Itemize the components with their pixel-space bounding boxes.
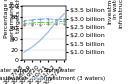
Y-axis label: Percentage of water
performance measure
targets achieved: Percentage of water performance measure … — [4, 0, 21, 41]
Y-axis label: Investment
in water
infrastructure: Investment in water infrastructure — [107, 0, 124, 28]
Legend: Water supply, Wastewater, Stormwater, Investment (3 waters): Water supply, Wastewater, Stormwater, In… — [0, 66, 107, 83]
